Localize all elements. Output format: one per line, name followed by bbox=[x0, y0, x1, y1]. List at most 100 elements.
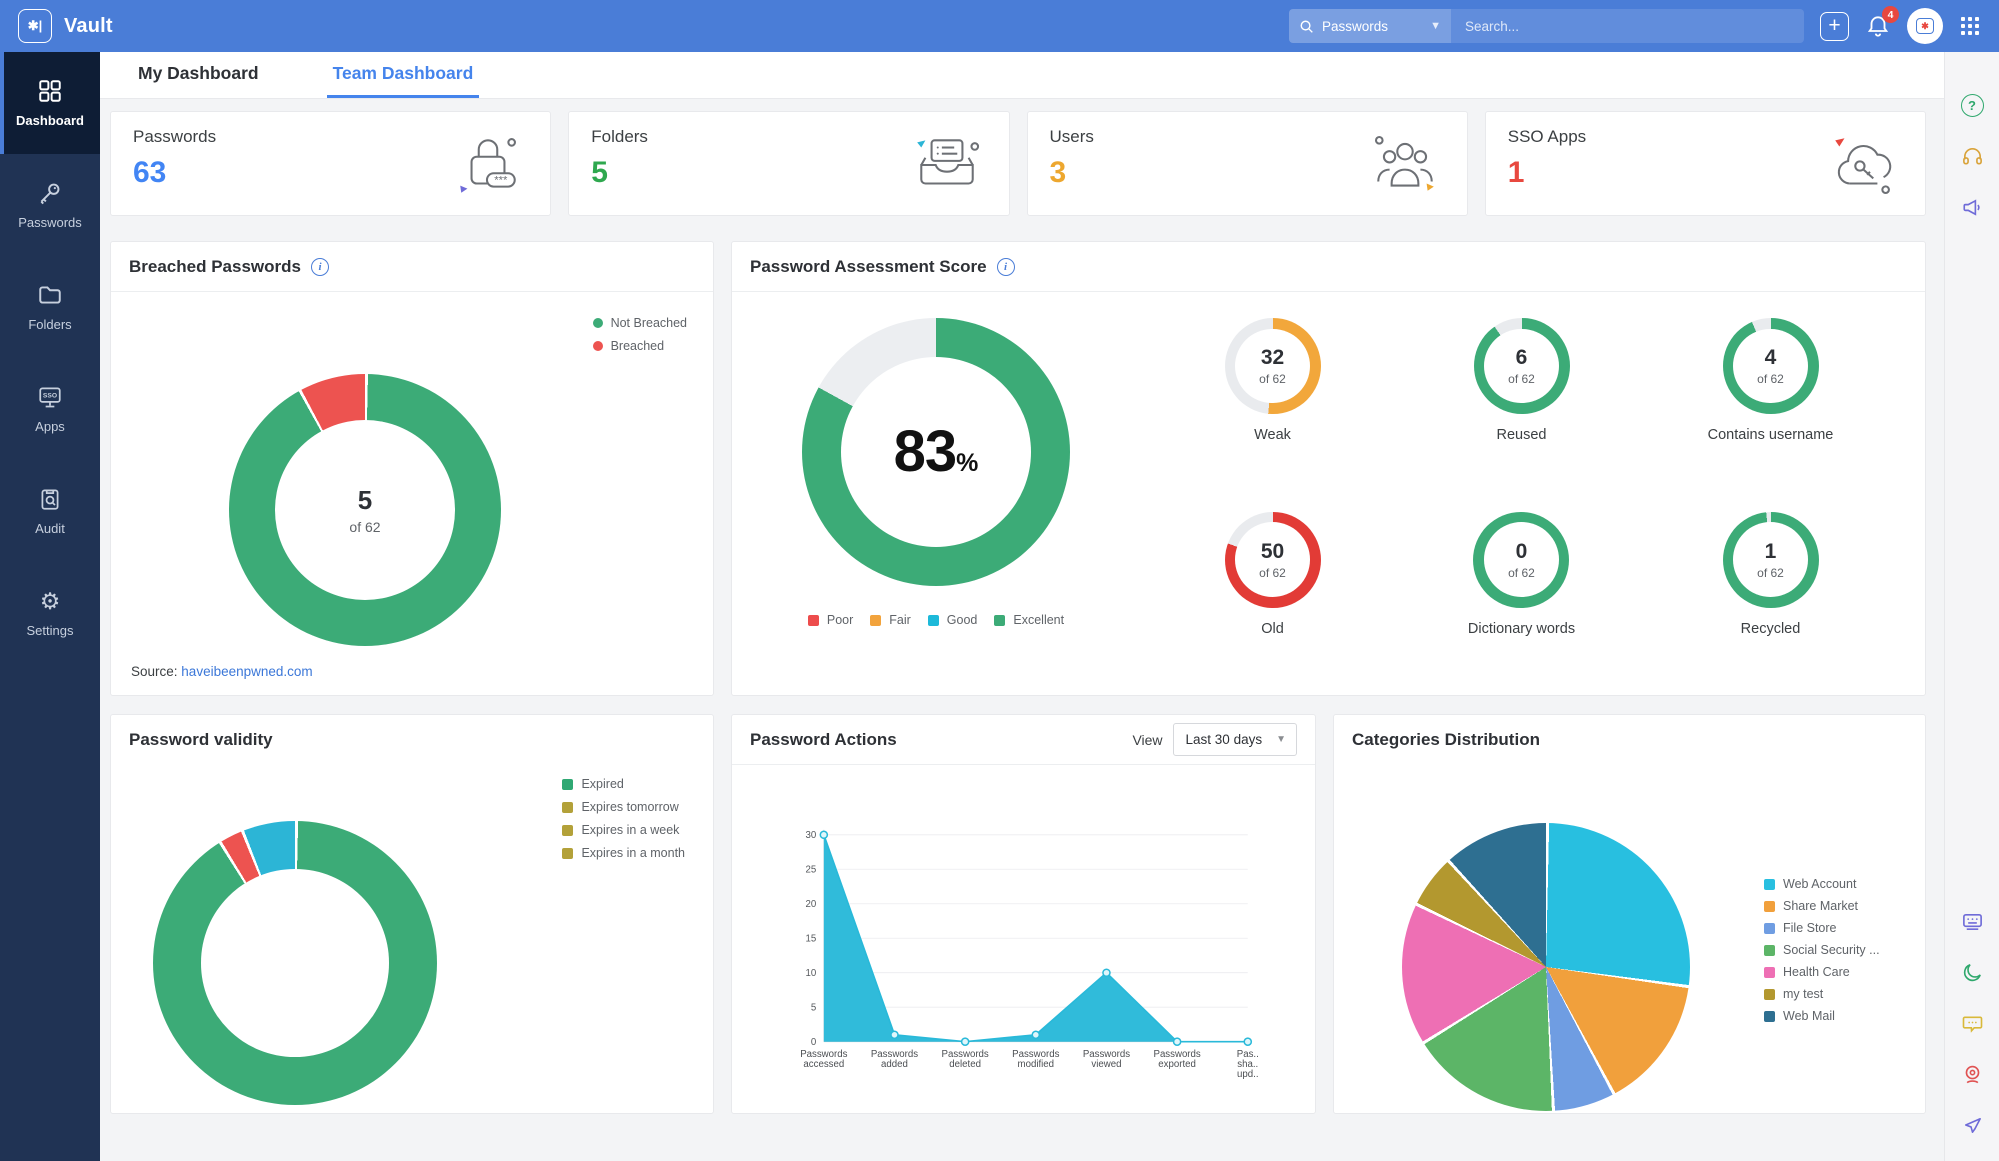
tab-team-dashboard[interactable]: Team Dashboard bbox=[326, 52, 480, 98]
search-scope-dropdown[interactable]: Passwords ▼ bbox=[1289, 9, 1451, 43]
legend-swatch bbox=[1764, 966, 1775, 978]
legend-label: Web Account bbox=[1783, 877, 1857, 891]
legend-swatch bbox=[994, 614, 1006, 626]
support-headset-icon[interactable] bbox=[1960, 144, 1984, 168]
utility-strip: ? bbox=[1944, 52, 1999, 1161]
legend-label: Expires tomorrow bbox=[581, 800, 679, 814]
metric-reused: 6 of 62 Reused bbox=[1473, 318, 1570, 502]
legend-swatch bbox=[562, 778, 574, 790]
metric-value: 0 bbox=[1515, 539, 1528, 563]
metric-recycled: 1 of 62 Recycled bbox=[1722, 511, 1819, 696]
vault-logo-icon[interactable]: ✱| bbox=[18, 9, 52, 43]
password-assessment-panel: Password Assessment Score i 83 % bbox=[731, 241, 1926, 696]
stat-card-passwords[interactable]: Passwords 63 *** bbox=[110, 111, 552, 216]
score-value: 83 bbox=[893, 419, 958, 485]
dashboard-content: Passwords 63 *** Folders 5 bbox=[100, 99, 1944, 1161]
metric-label: Contains username bbox=[1707, 427, 1834, 443]
announcements-megaphone-icon[interactable] bbox=[1960, 195, 1984, 219]
search-input[interactable] bbox=[1451, 18, 1804, 34]
sidebar-item-label: Folders bbox=[28, 317, 72, 332]
metric-ring: 50 of 62 bbox=[1224, 511, 1321, 608]
metric-label: Reused bbox=[1496, 427, 1547, 443]
panel-title: Password Assessment Score bbox=[750, 256, 987, 276]
metric-label: Recycled bbox=[1740, 620, 1801, 637]
info-icon[interactable]: i bbox=[996, 257, 1015, 276]
stat-label: Users bbox=[1049, 127, 1094, 146]
legend-label: Expires in a week bbox=[581, 823, 680, 837]
global-search: Passwords ▼ bbox=[1289, 9, 1804, 43]
stat-card-folders[interactable]: Folders 5 bbox=[568, 111, 1010, 216]
help-icon[interactable]: ? bbox=[1960, 94, 1984, 117]
top-bar: ✱| Vault Passwords ▼ + 4 ✱ bbox=[0, 0, 1999, 52]
svg-text:15: 15 bbox=[806, 934, 817, 945]
padlock-icon: *** bbox=[452, 132, 524, 198]
svg-text:0: 0 bbox=[811, 1037, 816, 1048]
sidebar-item-label: Apps bbox=[35, 419, 65, 434]
sidebar-item-apps[interactable]: SSO Apps bbox=[0, 358, 100, 460]
sidebar-item-passwords[interactable]: Passwords bbox=[0, 154, 100, 256]
validity-donut-chart bbox=[153, 821, 437, 1105]
svg-text:20: 20 bbox=[806, 899, 817, 910]
sidebar-item-label: Settings bbox=[26, 623, 74, 638]
tab-my-dashboard[interactable]: My Dashboard bbox=[138, 63, 259, 83]
notification-badge: 4 bbox=[1882, 6, 1899, 23]
metric-sub: of 62 bbox=[1259, 565, 1286, 580]
stat-label: SSO Apps bbox=[1507, 127, 1587, 146]
stat-card-sso-apps[interactable]: SSO Apps 1 bbox=[1484, 111, 1926, 216]
metric-label: Weak bbox=[1254, 427, 1291, 443]
send-plane-icon[interactable] bbox=[1960, 1113, 1984, 1137]
sidebar: Dashboard Passwords Folders SSO Apps bbox=[0, 52, 100, 1161]
sidebar-item-settings[interactable]: ⚙ Settings bbox=[0, 562, 100, 664]
contact-webcam-icon[interactable] bbox=[1960, 1062, 1984, 1086]
metric-label: Dictionary words bbox=[1467, 620, 1576, 637]
legend-label: Poor bbox=[826, 613, 854, 627]
metric-ring: 0 of 62 bbox=[1473, 511, 1570, 608]
add-button[interactable]: + bbox=[1820, 11, 1849, 41]
dashboard-tabs: My Dashboard Team Dashboard bbox=[100, 52, 1944, 99]
metric-sub: of 62 bbox=[1508, 372, 1535, 386]
stat-card-users[interactable]: Users 3 bbox=[1026, 111, 1468, 216]
metric-sub: of 62 bbox=[1259, 372, 1286, 386]
dark-mode-moon-icon[interactable] bbox=[1960, 960, 1984, 984]
legend-swatch bbox=[562, 801, 574, 813]
notifications-button[interactable]: 4 bbox=[1865, 6, 1899, 39]
legend-swatch bbox=[1764, 878, 1775, 890]
metric-sub: of 62 bbox=[1508, 565, 1535, 580]
gear-icon: ⚙ bbox=[39, 587, 61, 614]
legend-label: Good bbox=[946, 613, 978, 627]
source-link[interactable]: haveibeenpwned.com bbox=[181, 664, 313, 679]
folder-tray-icon bbox=[911, 132, 983, 198]
sidebar-item-dashboard[interactable]: Dashboard bbox=[0, 52, 100, 154]
source-line: Source: haveibeenpwned.com bbox=[131, 664, 313, 679]
key-icon bbox=[37, 180, 63, 206]
feedback-chat-icon[interactable] bbox=[1960, 1011, 1984, 1035]
breached-count: 5 bbox=[357, 484, 373, 515]
info-icon[interactable]: i bbox=[310, 257, 329, 276]
source-label: Source: bbox=[131, 664, 178, 679]
account-avatar[interactable]: ✱ bbox=[1907, 8, 1943, 44]
metric-dictionary-words: 0 of 62 Dictionary words bbox=[1467, 511, 1576, 696]
assessment-legend: Poor Fair Good Excellent bbox=[807, 613, 1064, 627]
breached-passwords-panel: Breached Passwords i Not Breached Breach… bbox=[110, 241, 714, 696]
panel-title: Password validity bbox=[129, 730, 273, 749]
view-range-select[interactable]: Last 30 days ▼ bbox=[1172, 723, 1297, 756]
app-name: Vault bbox=[64, 14, 113, 37]
apps-grid-icon[interactable] bbox=[1959, 15, 1981, 37]
metric-ring: 6 of 62 bbox=[1473, 318, 1570, 414]
users-group-icon bbox=[1369, 132, 1441, 198]
shortcuts-keyboard-icon[interactable] bbox=[1960, 909, 1984, 933]
vault-account-icon: ✱ bbox=[1916, 18, 1934, 34]
legend-swatch bbox=[1764, 944, 1775, 956]
sidebar-item-folders[interactable]: Folders bbox=[0, 256, 100, 358]
legend-swatch bbox=[870, 614, 882, 626]
password-actions-chart: 0 5 10 15 20 25 30 Passwords accessed Passwords ad… bbox=[738, 823, 1305, 1109]
search-icon bbox=[1299, 19, 1314, 34]
main-area: My Dashboard Team Dashboard Passwords 63… bbox=[100, 52, 1944, 1161]
svg-text:25: 25 bbox=[806, 865, 817, 876]
sidebar-item-audit[interactable]: Audit bbox=[0, 460, 100, 562]
categories-legend: Web Account Share Market File Store Soci… bbox=[1764, 877, 1880, 1023]
password-validity-panel: Password validity Expired Expires tomorr… bbox=[110, 714, 714, 1114]
breached-donut-chart: 5 of 62 bbox=[229, 374, 501, 646]
folder-icon bbox=[37, 282, 63, 308]
breached-legend: Not Breached Breached bbox=[592, 316, 687, 353]
